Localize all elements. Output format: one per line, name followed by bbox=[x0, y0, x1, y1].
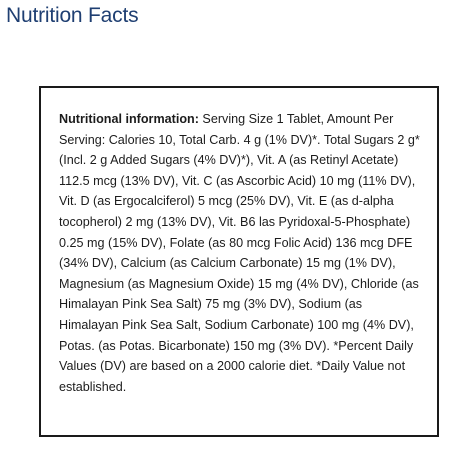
page-title: Nutrition Facts bbox=[6, 4, 139, 27]
nutrition-info-label: Nutritional information: bbox=[59, 112, 199, 126]
nutrition-facts-text: Nutritional information: Serving Size 1 … bbox=[59, 109, 421, 397]
nutrition-facts-box: Nutritional information: Serving Size 1 … bbox=[39, 86, 439, 437]
nutrition-info-body: Serving Size 1 Tablet, Amount Per Servin… bbox=[59, 112, 420, 394]
